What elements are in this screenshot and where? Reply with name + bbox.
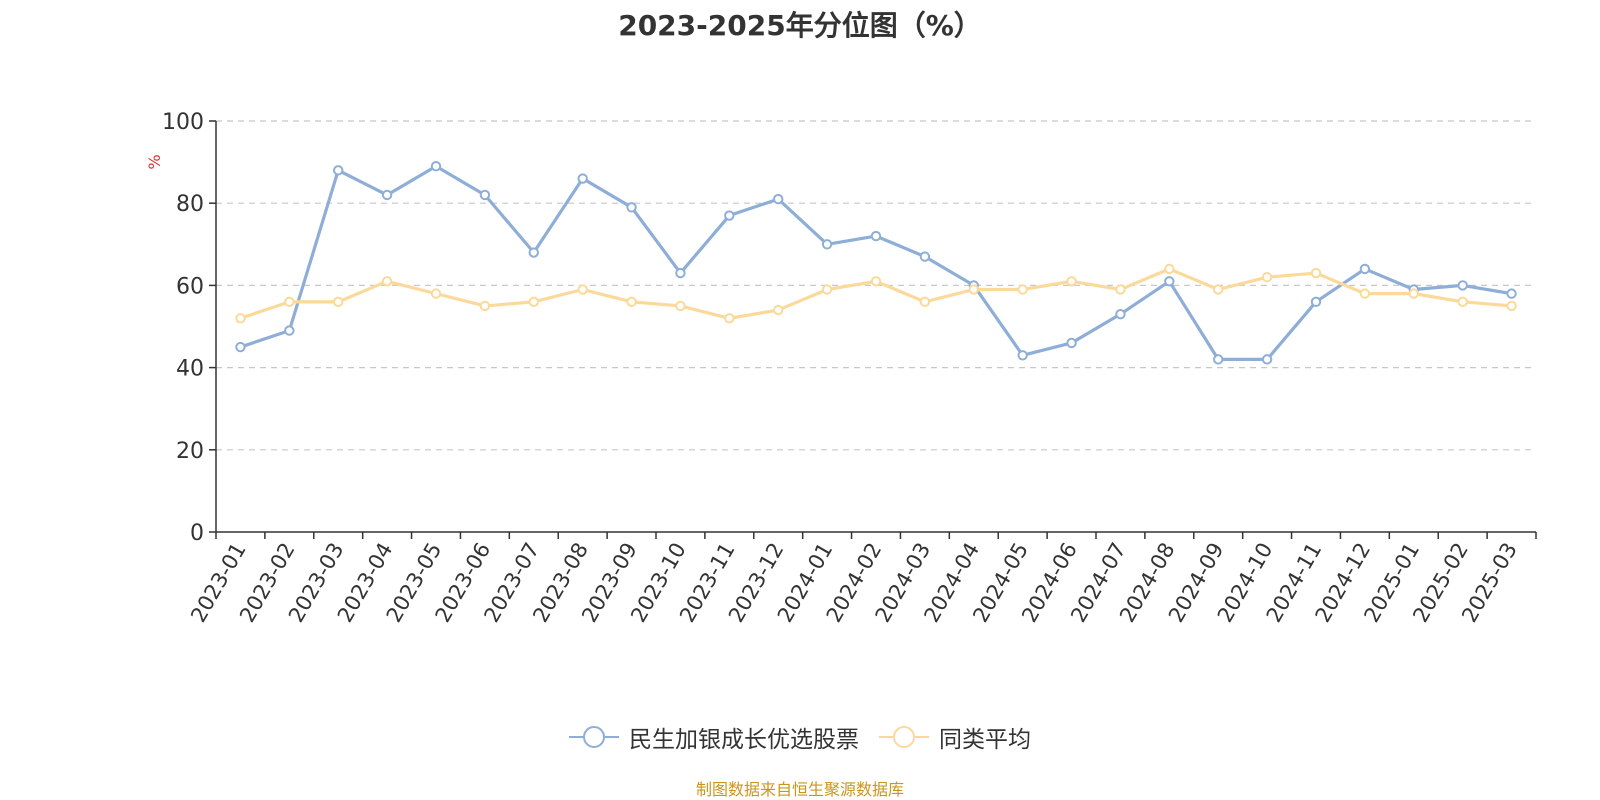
data-point-series-2 <box>724 313 735 324</box>
data-point-series-2 <box>381 276 393 287</box>
data-point-series-1 <box>1115 308 1126 320</box>
legend-label-series-2: 同类平均 <box>939 727 1031 753</box>
data-point-series-2 <box>235 313 246 324</box>
data-point-series-1 <box>333 165 344 176</box>
y-tick-label: 60 <box>176 274 204 299</box>
legend: 民生加银成长优选股票 同类平均 <box>0 720 1600 754</box>
y-tick-label: 80 <box>176 192 204 217</box>
data-point-series-1 <box>577 173 588 184</box>
data-point-series-2 <box>479 300 491 312</box>
legend-label-series-1: 民生加银成长优选股票 <box>629 727 859 753</box>
legend-swatch-series-1 <box>569 726 619 748</box>
data-point-series-2 <box>1359 288 1371 299</box>
legend-item-series-1[interactable]: 民生加银成长优选股票 <box>569 720 859 754</box>
y-axis-label: % <box>145 154 164 169</box>
data-point-series-2 <box>1457 296 1468 308</box>
data-point-series-2 <box>1408 288 1419 299</box>
data-point-series-2 <box>675 300 686 312</box>
data-point-series-1 <box>870 230 882 242</box>
legend-swatch-series-2 <box>879 726 929 748</box>
data-point-series-2 <box>430 288 442 299</box>
y-tick-label: 20 <box>176 439 204 464</box>
data-point-series-2 <box>773 304 784 316</box>
data-point-series-1 <box>528 247 539 258</box>
data-point-series-2 <box>1164 263 1175 275</box>
y-tick-label: 40 <box>176 357 204 382</box>
data-point-series-1 <box>724 210 735 221</box>
data-point-series-1 <box>1457 280 1468 291</box>
data-point-series-2 <box>1506 300 1517 312</box>
data-point-series-1 <box>1310 296 1322 308</box>
data-point-series-2 <box>1261 271 1273 283</box>
data-point-series-1 <box>235 341 246 353</box>
data-point-series-1 <box>1359 263 1371 275</box>
data-point-series-2 <box>1115 284 1126 295</box>
data-point-series-1 <box>1261 354 1273 365</box>
data-point-series-1 <box>773 193 784 205</box>
series-line-1 <box>239 164 1512 361</box>
data-point-series-2 <box>1066 276 1077 287</box>
data-point-series-1 <box>675 267 686 279</box>
data-point-series-2 <box>284 296 295 308</box>
data-point-series-1 <box>479 189 491 201</box>
data-point-series-1 <box>1164 276 1175 287</box>
data-point-series-1 <box>626 202 637 213</box>
data-point-series-1 <box>919 251 931 262</box>
data-point-series-1 <box>1066 337 1077 349</box>
data-point-series-2 <box>528 296 539 308</box>
data-point-series-1 <box>1017 350 1028 361</box>
data-point-series-2 <box>821 284 833 295</box>
data-point-series-2 <box>1310 267 1322 279</box>
data-point-series-1 <box>821 239 833 250</box>
y-tick-label: 0 <box>190 521 204 546</box>
data-point-series-1 <box>430 161 442 172</box>
data-point-series-2 <box>919 296 931 308</box>
data-point-series-2 <box>333 296 344 308</box>
data-point-series-2 <box>626 296 637 308</box>
data-point-series-2 <box>870 276 882 287</box>
source-note: 制图数据来自恒生聚源数据库 <box>695 780 904 799</box>
chart-title: 2023-2025年分位图（%） <box>618 9 982 42</box>
data-point-series-1 <box>1213 354 1224 365</box>
legend-item-series-2[interactable]: 同类平均 <box>879 720 1031 754</box>
data-point-series-1 <box>1506 288 1517 299</box>
data-point-series-2 <box>577 284 588 295</box>
data-point-series-2 <box>968 284 979 295</box>
y-tick-label: 100 <box>162 110 204 135</box>
data-point-series-2 <box>1213 284 1224 295</box>
data-point-series-1 <box>381 189 393 201</box>
data-point-series-2 <box>1017 284 1028 295</box>
data-point-series-1 <box>284 325 295 336</box>
